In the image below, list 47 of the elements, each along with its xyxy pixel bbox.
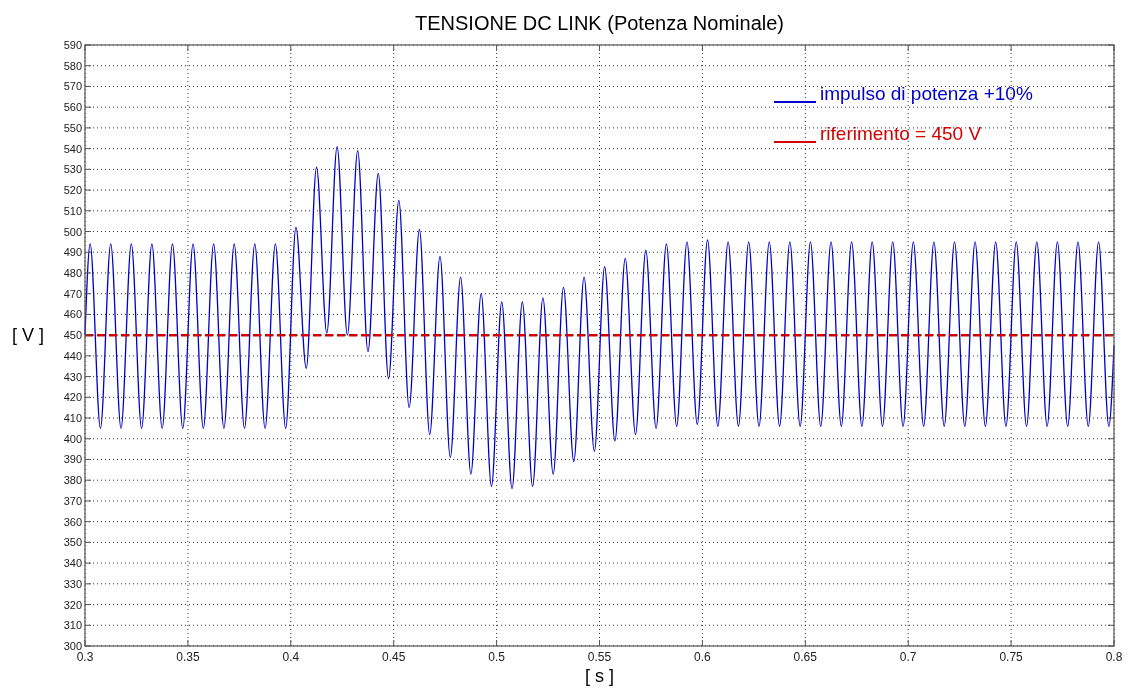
y-tick-label: 400 — [63, 432, 82, 445]
x-tick-label: 0.55 — [587, 650, 612, 664]
y-tick-label: 360 — [63, 515, 82, 528]
y-tick-label: 310 — [63, 619, 82, 632]
x-tick-label: 0.65 — [793, 650, 818, 664]
y-tick-label: 470 — [63, 287, 82, 300]
x-tick-label: 0.7 — [899, 650, 917, 664]
y-tick-label: 300 — [63, 640, 82, 652]
y-tick-label: 510 — [63, 204, 82, 217]
y-tick-label: 490 — [63, 246, 82, 259]
legend-label: riferimento = 450 V — [820, 123, 982, 144]
y-tick-label: 390 — [63, 453, 82, 466]
y-tick-label: 460 — [63, 308, 82, 321]
y-tick-label: 420 — [63, 391, 82, 404]
y-tick-label: 430 — [63, 370, 82, 383]
x-tick-label: 0.8 — [1105, 650, 1123, 664]
y-tick-label: 450 — [63, 329, 82, 342]
y-tick-label: 550 — [63, 121, 82, 134]
x-tick-label: 0.75 — [999, 650, 1024, 664]
y-tick-label: 340 — [63, 557, 82, 570]
y-tick-label: 540 — [63, 142, 82, 155]
x-tick-label: 0.6 — [694, 650, 712, 664]
x-tick-label: 0.45 — [382, 650, 406, 664]
y-tick-label: 410 — [63, 412, 82, 425]
line-series — [84, 145, 1115, 490]
y-tick-label: 580 — [63, 59, 82, 72]
x-tick-label: 0.4 — [282, 650, 300, 664]
y-tick-label: 350 — [63, 536, 82, 549]
x-axis-title: [ s ] — [584, 666, 615, 686]
y-tick-label: 370 — [63, 494, 82, 507]
y-tick-label: 500 — [63, 225, 82, 238]
y-axis-title: [ V ] — [11, 325, 44, 346]
x-tick-label: 0.5 — [488, 650, 506, 664]
y-tick-label: 380 — [63, 474, 82, 487]
y-tick-label: 330 — [63, 577, 82, 590]
y-tick-label: 530 — [63, 163, 82, 176]
chart-title: TENSIONE DC LINK (Potenza Nominale) — [414, 12, 785, 34]
y-tick-label: 590 — [63, 39, 82, 51]
y-tick-label: 480 — [63, 266, 82, 279]
y-tick-label: 520 — [63, 184, 82, 197]
x-tick-label: 0.35 — [176, 650, 200, 664]
y-tick-label: 560 — [63, 101, 82, 114]
y-tick-label: 440 — [63, 349, 82, 362]
legend-label: impulso di potenza +10% — [820, 83, 1033, 104]
y-tick-label: 570 — [63, 80, 82, 93]
x-tick-label: 0.3 — [76, 650, 94, 664]
y-tick-label: 320 — [63, 598, 82, 611]
